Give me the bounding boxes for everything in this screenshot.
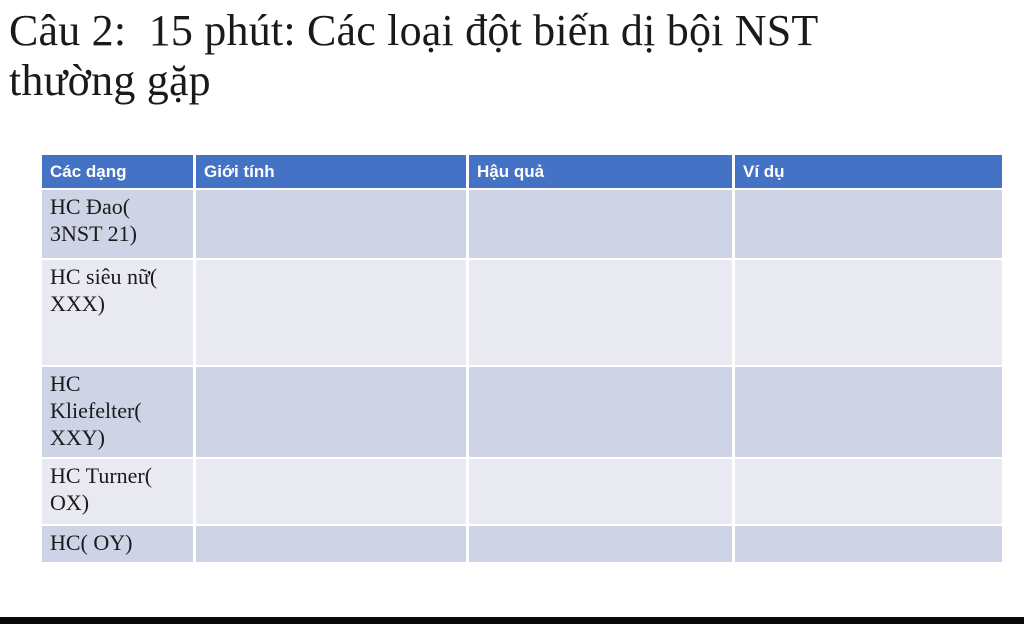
slide-title: Câu 2: 15 phút: Các loại đột biến dị bội… xyxy=(9,6,819,105)
row-label-hc-dao: HC Đao( 3NST 21) xyxy=(42,190,193,258)
table-cell xyxy=(469,260,732,365)
table-cell xyxy=(469,526,732,562)
bottom-edge-bar xyxy=(0,617,1024,624)
table-header-gioi-tinh: Giới tính xyxy=(196,155,466,188)
table-cell xyxy=(196,367,466,457)
row-label-hc-kliefelter: HC Kliefelter( XXY) xyxy=(42,367,193,457)
table-cell xyxy=(196,459,466,524)
table-cell xyxy=(735,459,1002,524)
aneuploidy-table: Các dạng Giới tính Hậu quả Ví dụ HC Đao(… xyxy=(42,155,1002,562)
table-header-vi-du: Ví dụ xyxy=(735,155,1002,188)
row-label-hc-turner: HC Turner( OX) xyxy=(42,459,193,524)
row-label-hc-oy: HC( OY) xyxy=(42,526,193,562)
table-cell xyxy=(196,526,466,562)
table-cell xyxy=(735,260,1002,365)
table-header-hau-qua: Hậu quả xyxy=(469,155,732,188)
table-cell xyxy=(735,367,1002,457)
row-label-hc-sieu-nu: HC siêu nữ( XXX) xyxy=(42,260,193,365)
table-cell xyxy=(735,526,1002,562)
table-cell xyxy=(469,459,732,524)
table-cell xyxy=(196,260,466,365)
table-cell xyxy=(735,190,1002,258)
table-cell xyxy=(469,190,732,258)
table-header-cac-dang: Các dạng xyxy=(42,155,193,188)
table-cell xyxy=(196,190,466,258)
table-cell xyxy=(469,367,732,457)
